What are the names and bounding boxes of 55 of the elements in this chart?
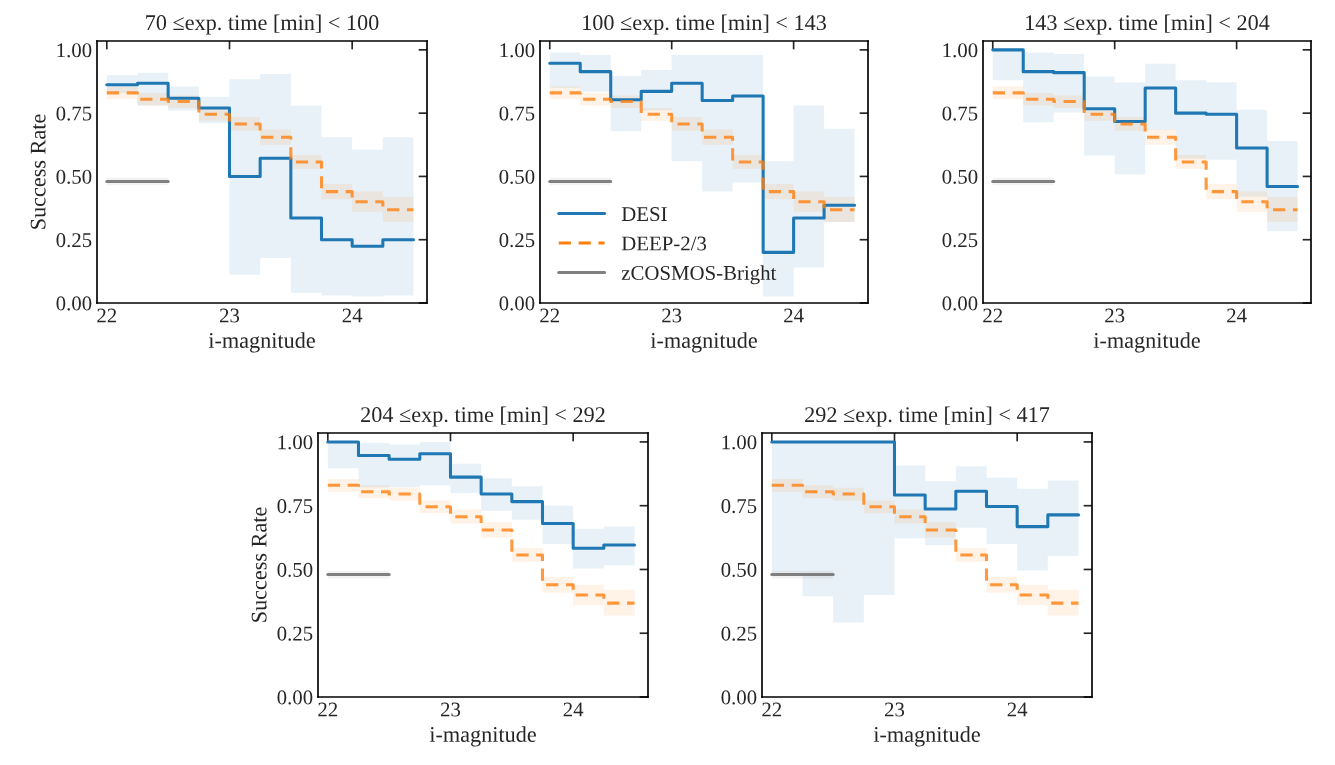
y-tick-label: 0.50 — [942, 169, 978, 184]
x-axis-title: i-magnitude — [1093, 332, 1200, 353]
y-tick-label: 1.00 — [500, 43, 535, 58]
chart-title: 204 ≤exp. time [min] < 292 — [361, 406, 605, 427]
x-tick-label: 23 — [440, 702, 461, 717]
legend-label: zCOSMOS-Bright — [621, 265, 777, 285]
y-tick-label: 0.00 — [277, 690, 313, 705]
y-tick-label: 0.25 — [721, 626, 757, 641]
y-tick-label: 0.25 — [942, 233, 978, 248]
y-tick-label: 0.00 — [56, 296, 92, 311]
x-tick-label: 23 — [884, 702, 905, 717]
chart-title: 100 ≤exp. time [min] < 143 — [583, 14, 826, 35]
y-tick-label: 0.50 — [56, 169, 92, 184]
x-tick-label: 23 — [662, 308, 682, 323]
y-tick-label: 0.50 — [721, 562, 757, 577]
y-tick-label: 0.25 — [277, 626, 313, 641]
x-tick-label: 22 — [762, 702, 782, 717]
y-tick-label: 0.50 — [499, 169, 535, 184]
x-axis-title: i-magnitude — [873, 726, 980, 747]
x-tick-label: 24 — [1007, 702, 1028, 717]
y-tick-label: 0.25 — [499, 233, 535, 248]
y-tick-label: 0.00 — [942, 296, 978, 311]
y-axis-title: Success Rate — [251, 507, 267, 622]
y-tick-label: 0.25 — [56, 233, 92, 248]
y-tick-label: 0.00 — [721, 690, 757, 705]
x-tick-label: 24 — [342, 308, 363, 323]
x-tick-label: 24 — [1227, 308, 1247, 323]
x-tick-label: 22 — [97, 308, 117, 323]
y-tick-label: 1.00 — [57, 43, 92, 58]
x-tick-label: 22 — [983, 308, 1003, 323]
y-tick-label: 0.75 — [721, 499, 757, 514]
x-tick-label: 22 — [318, 702, 338, 717]
y-tick-label: 0.75 — [56, 106, 92, 121]
y-tick-label: 1.00 — [278, 435, 313, 450]
x-tick-label: 23 — [219, 308, 240, 323]
y-tick-label: 0.00 — [499, 296, 535, 311]
x-axis-title: i-magnitude — [429, 726, 536, 747]
x-tick-label: 24 — [563, 702, 584, 717]
y-tick-label: 1.00 — [943, 43, 978, 58]
legend-label: DESI — [621, 207, 667, 222]
x-tick-label: 24 — [784, 308, 804, 323]
x-tick-label: 23 — [1105, 308, 1125, 323]
chart-title: 292 ≤exp. time [min] < 417 — [805, 406, 1050, 427]
y-tick-label: 0.75 — [942, 106, 978, 121]
x-tick-label: 22 — [540, 308, 560, 323]
y-tick-label: 0.50 — [277, 562, 313, 577]
x-axis-title: i-magnitude — [208, 332, 315, 353]
chart-title: 70 ≤exp. time [min] < 100 — [146, 14, 379, 35]
y-tick-label: 1.00 — [722, 435, 757, 450]
y-axis-title: Success Rate — [30, 114, 46, 229]
chart-title: 143 ≤exp. time [min] < 204 — [1026, 14, 1270, 35]
y-tick-label: 0.75 — [499, 106, 535, 121]
legend-label: DEEP-2/3 — [621, 236, 707, 251]
x-axis-title: i-magnitude — [650, 332, 757, 353]
y-tick-label: 0.75 — [277, 499, 313, 514]
